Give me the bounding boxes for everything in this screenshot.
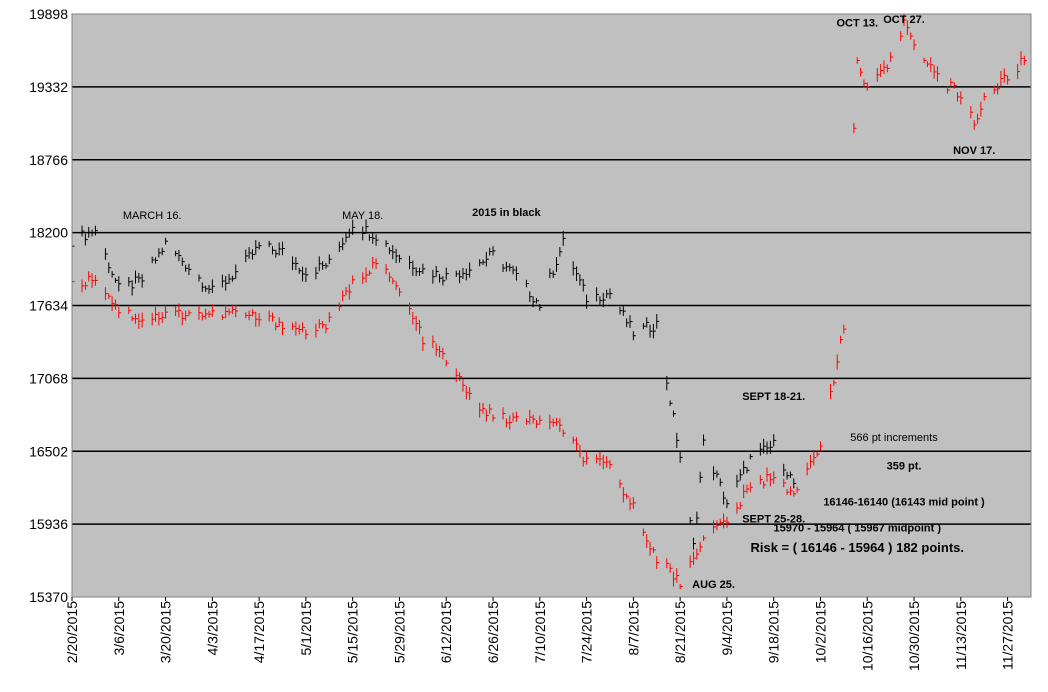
x-tick-label: 11/27/2015 <box>1000 601 1016 670</box>
annotation-label: SEPT 25-28. <box>742 513 805 525</box>
annotation-label: 2015 in black <box>472 207 541 219</box>
y-tick-label: 19332 <box>29 79 68 95</box>
x-tick-label: 3/6/2015 <box>111 601 127 656</box>
annotation-label: MARCH 16. <box>123 210 182 222</box>
x-tick-label: 6/26/2015 <box>485 601 501 663</box>
x-tick-label: 6/12/2015 <box>438 601 454 663</box>
y-tick-label: 17634 <box>29 298 68 314</box>
x-tick-label: 10/16/2015 <box>859 601 875 671</box>
annotation-label: 16146-16140 (16143 mid point ) <box>823 497 985 509</box>
x-tick-label: 5/29/2015 <box>391 601 407 663</box>
x-axis: 2/20/2015 3/6/2015 3/20/2015 4/3/2015 4/17/2… <box>64 597 1016 671</box>
annotation-label: NOV 17. <box>953 145 995 157</box>
annotation-label: MAY 18. <box>342 210 383 222</box>
x-tick-label: 4/17/2015 <box>251 601 267 663</box>
x-tick-label: 3/20/2015 <box>158 601 174 663</box>
y-tick-label: 18200 <box>29 225 68 241</box>
y-tick-label: 17068 <box>29 370 68 386</box>
x-tick-label: 4/3/2015 <box>204 601 220 656</box>
x-tick-label: 7/24/2015 <box>579 601 595 663</box>
y-tick-label: 18766 <box>29 152 68 168</box>
annotation-label: AUG 25. <box>692 579 735 591</box>
plot-border <box>71 13 1032 598</box>
annotation-label: OCT 13. <box>836 18 878 30</box>
x-tick-label: 7/10/2015 <box>532 601 548 663</box>
y-tick-label: 19898 <box>29 6 68 22</box>
x-tick-label: 9/4/2015 <box>719 601 735 656</box>
series-black <box>71 219 798 550</box>
annotations: MARCH 16. MAY 18. 2015 in black OCT 13. OCT … <box>123 14 995 591</box>
annotation-label: 359 pt. <box>887 461 922 473</box>
x-tick-label: 8/7/2015 <box>625 601 641 656</box>
x-tick-label: 5/1/2015 <box>298 601 314 656</box>
x-tick-label: 10/30/2015 <box>906 601 922 671</box>
x-tick-label: 2/20/2015 <box>64 601 80 663</box>
y-tick-label: 15370 <box>29 589 68 605</box>
annotation-label: OCT 27. <box>883 14 925 26</box>
x-tick-label: 11/13/2015 <box>953 601 969 670</box>
x-tick-label: 9/18/2015 <box>766 601 782 663</box>
y-axis: 15370 15936 16502 17068 17634 18200 18766 19332… <box>29 6 68 605</box>
x-tick-label: 8/21/2015 <box>672 601 688 663</box>
y-tick-label: 15936 <box>29 516 68 532</box>
annotation-label: 15970 - 15964 ( 15967 midpoint ) <box>773 522 941 534</box>
x-tick-label: 5/15/2015 <box>345 601 361 663</box>
annotation-label: Risk = ( 16146 - 15964 ) 182 points. <box>750 540 964 555</box>
annotation-label: 566 pt increments <box>850 432 938 444</box>
annotation-label: SEPT 18-21. <box>742 391 805 403</box>
y-tick-label: 16502 <box>29 443 68 459</box>
x-tick-label: 10/2/2015 <box>812 601 828 663</box>
